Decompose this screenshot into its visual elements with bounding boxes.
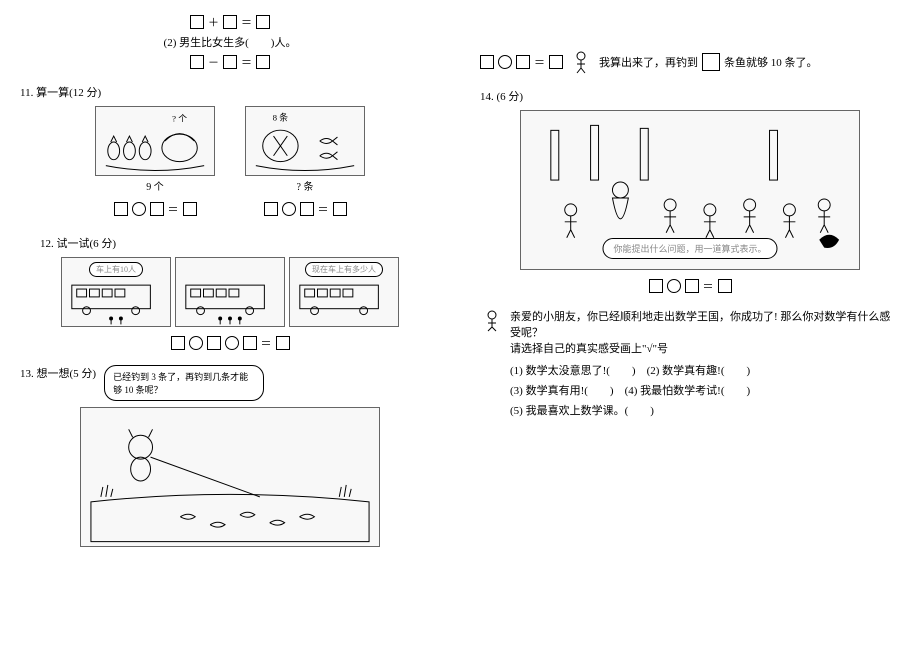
blank-box[interactable]	[190, 15, 204, 29]
op-circle[interactable]	[498, 55, 512, 69]
blank-box[interactable]	[480, 55, 494, 69]
blank-box-lg[interactable]	[702, 53, 720, 71]
answer-text: 我算出来了，再钓到	[599, 54, 698, 70]
survey-opt2[interactable]: (2) 数学真有趣!( )	[647, 365, 751, 377]
fish-total: ? 条	[245, 178, 365, 193]
survey-row-2: (3) 数学真有用!( ) (4) 我最怕数学考试!( )	[510, 382, 900, 398]
blank-box[interactable]	[276, 336, 290, 350]
bus-panel-1: 车上有10人	[61, 257, 171, 327]
blank-box[interactable]	[256, 15, 270, 29]
right-column: ＝ 我算出来了，再钓到 条鱼就够 10 条了。 14. (6 分)	[460, 0, 920, 571]
q13-title: 13. 想一想(5 分)	[20, 365, 96, 381]
q12-section: 12. 试一试(6 分) 车上有10人	[20, 235, 440, 351]
pineapple-illus: ? 个	[95, 106, 215, 176]
blank-box[interactable]	[333, 202, 347, 216]
q14-bubble: 你能提出什么问题，用一道算式表示。	[602, 238, 777, 259]
blank-box[interactable]	[207, 336, 221, 350]
fishing-illus	[80, 407, 380, 547]
op-circle[interactable]	[189, 336, 203, 350]
blank-box[interactable]	[114, 202, 128, 216]
top-equations: ＋ ＝ (2) 男生比女生多( )人。 － ＝	[20, 14, 440, 70]
child-icon	[571, 50, 591, 74]
survey-section: 亲爱的小朋友，你已经顺利地走出数学王国，你成功了! 那么你对数学有什么感受呢？ …	[480, 308, 900, 418]
op-circle[interactable]	[225, 336, 239, 350]
op-circle[interactable]	[667, 279, 681, 293]
q2-text: (2) 男生比女生多( )人。	[20, 34, 440, 50]
bus1-text: 车上有10人	[89, 262, 143, 277]
blank-box[interactable]	[256, 55, 270, 69]
eq-op: ＝	[261, 335, 272, 351]
blank-box[interactable]	[549, 55, 563, 69]
left-column: ＋ ＝ (2) 男生比女生多( )人。 － ＝ 11. 算一算(12 分)	[0, 0, 460, 571]
eq-op: ＝	[318, 201, 329, 217]
survey-opt4[interactable]: (4) 我最怕数学考试!( )	[625, 385, 751, 397]
q11-section: 11. 算一算(12 分) ? 个	[20, 84, 440, 221]
q13-section: 13. 想一想(5 分) 已经钓到 3 条了，再钓到几条才能够 10 条呢？	[20, 365, 440, 547]
q14-equation: ＝	[480, 278, 900, 294]
survey-opt5[interactable]: (5) 我最喜欢上数学课。( )	[510, 405, 654, 417]
survey-opt3[interactable]: (3) 数学真有用!( )	[510, 385, 614, 397]
blank-box[interactable]	[649, 279, 663, 293]
bus-panel-2	[175, 257, 285, 327]
survey-row-3: (5) 我最喜欢上数学课。( )	[510, 402, 900, 418]
q13-bubble: 已经钓到 3 条了，再钓到几条才能够 10 条呢？	[104, 365, 264, 401]
dwarf-illus: 你能提出什么问题，用一道算式表示。	[520, 110, 860, 270]
eq-op: ＝	[241, 14, 252, 30]
blank-box[interactable]	[223, 55, 237, 69]
bus3-text: 现在车上有多少人	[305, 262, 383, 277]
blank-box[interactable]	[150, 202, 164, 216]
blank-box[interactable]	[264, 202, 278, 216]
answer-tail: 条鱼就够 10 条了。	[724, 54, 818, 70]
blank-box[interactable]	[516, 55, 530, 69]
plus-op: ＋	[208, 14, 219, 30]
blank-box[interactable]	[685, 279, 699, 293]
eq-minus-row: － ＝	[20, 54, 440, 70]
eq-op: ＝	[703, 278, 714, 294]
q11-title: 11. 算一算(12 分)	[20, 84, 440, 100]
page-root: ＋ ＝ (2) 男生比女生多( )人。 － ＝ 11. 算一算(12 分)	[0, 0, 920, 571]
pineapple-total: 9 个	[95, 178, 215, 193]
bus-panels: 车上有10人	[20, 257, 440, 327]
child-icon	[480, 308, 504, 332]
blank-box[interactable]	[183, 202, 197, 216]
eq-op: ＝	[241, 54, 252, 70]
op-circle[interactable]	[132, 202, 146, 216]
eq-op: ＝	[534, 54, 545, 70]
bus-panel-3: 现在车上有多少人	[289, 257, 399, 327]
svg-text:8 条: 8 条	[273, 111, 289, 122]
fish-illus: 8 条	[245, 106, 365, 176]
blank-box[interactable]	[171, 336, 185, 350]
eq-op: ＝	[168, 201, 179, 217]
op-circle[interactable]	[282, 202, 296, 216]
survey-intro1: 亲爱的小朋友，你已经顺利地走出数学王国，你成功了! 那么你对数学有什么感受呢？	[510, 308, 900, 340]
pineapple-problem: ? 个 9 个	[95, 106, 215, 221]
minus-op: －	[208, 54, 219, 70]
q12-equation: ＝	[20, 335, 440, 351]
blank-box[interactable]	[300, 202, 314, 216]
blank-box[interactable]	[718, 279, 732, 293]
survey-intro-text: 亲爱的小朋友，你已经顺利地走出数学王国，你成功了! 那么你对数学有什么感受呢？ …	[510, 308, 900, 356]
q12-title: 12. 试一试(6 分)	[20, 235, 440, 251]
q14-title: 14. (6 分)	[480, 88, 900, 104]
survey-row-1: (1) 数学太没意思了!( ) (2) 数学真有趣!( )	[510, 362, 900, 378]
eq-plus-row: ＋ ＝	[20, 14, 440, 30]
blank-box[interactable]	[190, 55, 204, 69]
q14-section: 14. (6 分)	[480, 88, 900, 294]
blank-box[interactable]	[223, 15, 237, 29]
answer-section: ＝ 我算出来了，再钓到 条鱼就够 10 条了。	[480, 50, 900, 74]
svg-text:? 个: ? 个	[172, 113, 187, 123]
survey-opt1[interactable]: (1) 数学太没意思了!( )	[510, 365, 636, 377]
survey-intro2: 请选择自己的真实感受画上"√"号	[510, 340, 900, 356]
blank-box[interactable]	[243, 336, 257, 350]
fish-problem: 8 条 ? 条	[245, 106, 365, 221]
